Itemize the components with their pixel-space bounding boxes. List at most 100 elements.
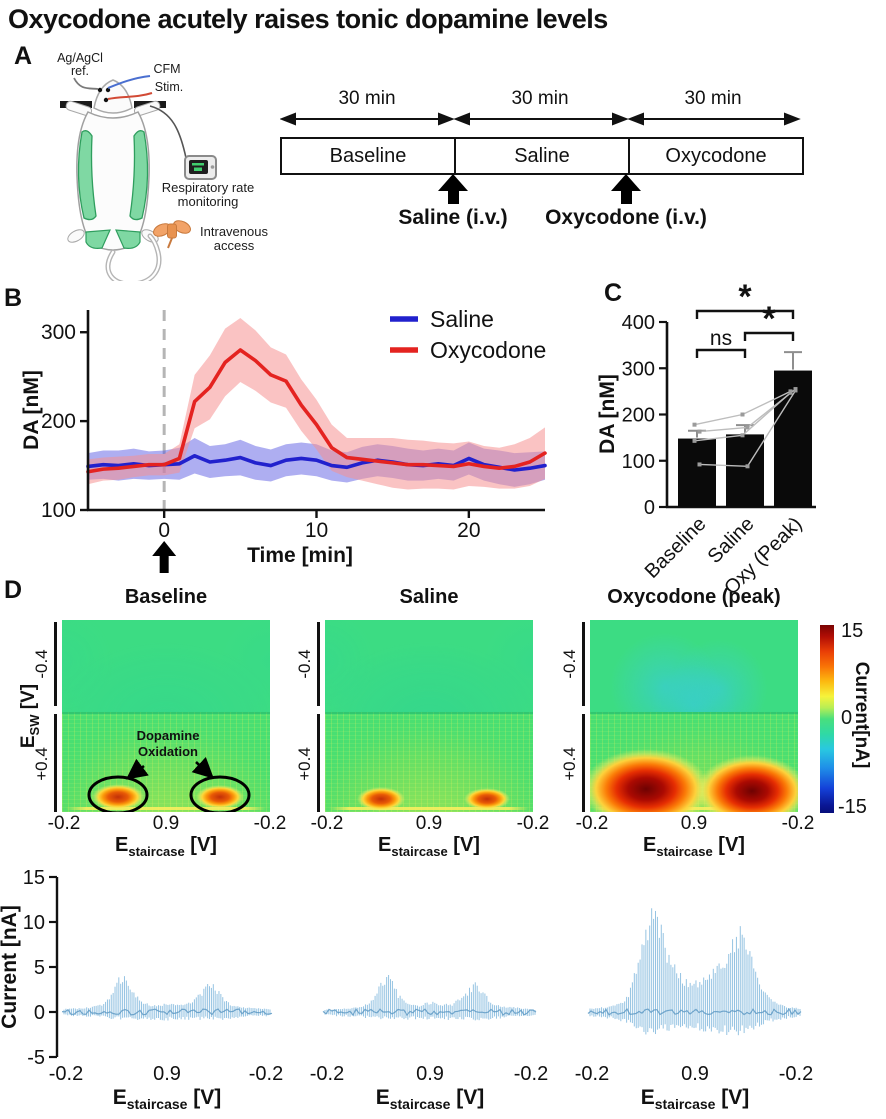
heatmap-xtick: 0.9 <box>680 813 708 834</box>
heatmap-xtick: 0.9 <box>152 813 180 834</box>
svg-text:200: 200 <box>41 410 76 433</box>
rat-forepaw-left <box>65 100 93 117</box>
heatmap-ytick: -0.4 <box>295 649 314 679</box>
monitor-button <box>210 165 215 169</box>
heatmap-split-line <box>62 712 270 715</box>
reference-wire <box>73 77 99 90</box>
respiratory-label-1: Respiratory rate <box>162 180 254 195</box>
oxidation-circle-left <box>87 775 149 812</box>
heatmap-oxycodone-block: Oxycodone (peak) -0.4 +0.4 -0.2 0.9 -0.2… <box>560 584 814 859</box>
phase-saline: Saline <box>456 139 630 173</box>
svg-text:0.9: 0.9 <box>416 1063 444 1085</box>
heatmap-ytick: +0.4 <box>32 747 51 781</box>
colorbar-tick-max: 15 <box>841 620 864 642</box>
dopamine-oxidation-hotspot <box>696 754 798 812</box>
heatmap-xtick: -0.2 <box>575 813 609 834</box>
svg-text:-0.2: -0.2 <box>310 1063 344 1085</box>
estaircase-axis-label: Estaircase [V] <box>643 834 745 859</box>
heatmap-xtick: -0.2 <box>781 813 815 834</box>
series-lines <box>86 348 547 474</box>
bars <box>678 370 812 507</box>
heatmap-yaxis-bottom <box>317 714 320 812</box>
svg-text:-0.2: -0.2 <box>49 1063 83 1085</box>
green-foot-pad-left <box>85 229 111 249</box>
oxycodone-injection-arrow <box>611 174 641 204</box>
experiment-timeline: 30 min 30 min 30 min Baseline Saline Oxy… <box>280 88 804 233</box>
heatmap-oxycodone <box>590 620 798 812</box>
svg-text:200: 200 <box>622 405 655 427</box>
svg-text:Time [min]: Time [min] <box>247 544 353 567</box>
estaircase-axis-label: Estaircase [V] <box>376 1086 485 1112</box>
svg-text:*: * <box>738 283 752 316</box>
dopamine-oxidation-annotation: Dopamine Oxidation <box>87 728 251 812</box>
tonic-dopamine-timecourse-chart: 100 200 300 0 10 20 Time [min] DA [nM] Saline Oxy… <box>20 306 547 573</box>
estaircase-axis-label: Estaircase [V] <box>641 1086 750 1112</box>
setup-labels: Ag/AgCl ref. CFM Stim. Respiratory rate … <box>57 51 268 253</box>
heatmap-bottom-edge <box>66 807 266 810</box>
green-pad-right <box>129 130 149 221</box>
svg-text:-0.2: -0.2 <box>249 1063 283 1085</box>
svg-text:-5: -5 <box>27 1047 45 1069</box>
dopamine-oxidation-hotspot <box>196 784 245 809</box>
panel-a-label: A <box>14 42 33 70</box>
panel-b-label: B <box>4 284 23 312</box>
respiratory-monitor <box>149 105 217 180</box>
panel-c-label: C <box>604 279 623 307</box>
oxidation-circle-right <box>189 775 251 812</box>
heatmap-xtick: -0.2 <box>253 813 287 834</box>
svg-text:0: 0 <box>158 519 170 542</box>
ref-electrode-label-1: Ag/AgCl <box>57 51 103 65</box>
electrode-dot <box>97 87 103 93</box>
saline-injection-label: Saline (i.v.) <box>398 206 508 229</box>
heatmap-top-tint <box>590 620 798 713</box>
iv-label-1: Intravenous <box>200 224 268 239</box>
heatmap-ytick: -0.4 <box>560 649 579 679</box>
electrode-dot <box>103 97 109 103</box>
svg-text:0.9: 0.9 <box>681 1063 709 1085</box>
svg-text:5: 5 <box>34 957 45 979</box>
heatmap-baseline-block: Baseline -0.4 +0.4 Dopamine Oxidation -0… <box>32 584 286 859</box>
annotation-text-1: Dopamine <box>137 728 200 743</box>
heatmap-title: Oxycodone (peak) <box>607 586 781 608</box>
svg-text:20: 20 <box>457 519 480 542</box>
ref-electrode-label-2: ref. <box>71 64 89 78</box>
stim-label: Stim. <box>155 80 183 94</box>
error-bands <box>88 318 545 490</box>
cfm-label: CFM <box>153 62 180 76</box>
heatmap-yaxis-top <box>54 622 57 706</box>
monitor-reading-value <box>194 167 202 171</box>
svg-text:10: 10 <box>23 912 45 934</box>
svg-text:Baseline: Baseline <box>641 513 711 583</box>
saline-injection-arrow <box>438 174 468 204</box>
tail-and-catheter <box>105 220 191 281</box>
voltammogram-trace-2 <box>587 908 802 1036</box>
heatmap-xtick: 0.9 <box>415 813 443 834</box>
svg-text:0.9: 0.9 <box>153 1063 181 1085</box>
svg-text:Saline: Saline <box>430 306 494 332</box>
legend: Saline Oxycodone <box>390 306 546 363</box>
heatmap-ytick: +0.4 <box>295 747 314 781</box>
heatmap-top-tint <box>325 620 533 713</box>
rat-tail-highlight <box>106 234 161 281</box>
figure-title: Oxycodone acutely raises tonic dopamine … <box>8 4 608 34</box>
heatmap-ytick: +0.4 <box>560 747 579 781</box>
green-foot-pad-right <box>115 229 141 249</box>
green-pad-left <box>77 130 97 221</box>
dopamine-oxidation-hotspot <box>464 787 511 810</box>
monitor-cable <box>149 105 187 159</box>
colorbar-label: Current[nA] <box>851 661 872 769</box>
individual-subject-lines <box>692 387 798 469</box>
heatmap-title: Baseline <box>124 586 208 608</box>
colorbar-tick-min: -15 <box>838 796 867 818</box>
svg-text:ns: ns <box>710 327 732 350</box>
segment-duration: 30 min <box>511 88 569 109</box>
phase-oxycodone: Oxycodone <box>665 145 767 167</box>
heatmap-baseline: Dopamine Oxidation <box>62 620 270 812</box>
svg-text:0: 0 <box>644 497 655 519</box>
heatmap-yaxis-bottom <box>582 714 585 812</box>
svg-text:Oxycodone: Oxycodone <box>430 337 546 363</box>
estaircase-axis-label: Estaircase [V] <box>378 834 480 859</box>
heatmap-saline-block: Saline -0.4 +0.4 -0.2 0.9 -0.2 Estaircas… <box>295 584 549 859</box>
y-axis: 15 10 5 0 -5 <box>23 867 59 1069</box>
